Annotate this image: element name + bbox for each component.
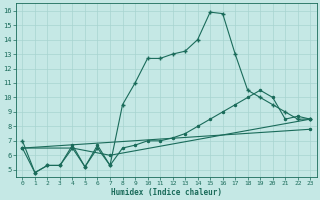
- X-axis label: Humidex (Indice chaleur): Humidex (Indice chaleur): [111, 188, 222, 197]
